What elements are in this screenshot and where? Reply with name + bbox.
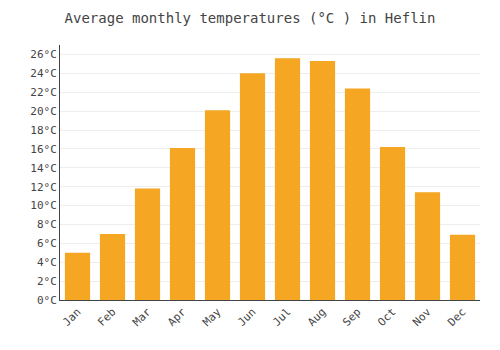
svg-text:Jul: Jul (270, 306, 293, 329)
svg-text:Oct: Oct (375, 306, 398, 329)
svg-text:10°C: 10°C (30, 199, 57, 212)
svg-text:14°C: 14°C (30, 162, 57, 175)
svg-text:26°C: 26°C (30, 48, 57, 61)
svg-text:12°C: 12°C (30, 181, 57, 194)
svg-text:Nov: Nov (410, 305, 434, 329)
svg-text:May: May (200, 305, 224, 329)
svg-text:Average monthly temperatures (: Average monthly temperatures (°C ) in He… (65, 10, 436, 26)
svg-text:Sep: Sep (340, 306, 363, 329)
svg-text:16°C: 16°C (30, 143, 57, 156)
svg-text:22°C: 22°C (30, 86, 57, 99)
svg-text:Aug: Aug (305, 306, 328, 329)
svg-text:18°C: 18°C (30, 124, 57, 137)
svg-text:2°C: 2°C (37, 275, 57, 288)
svg-text:6°C: 6°C (37, 237, 57, 250)
svg-text:20°C: 20°C (30, 105, 57, 118)
svg-text:Mar: Mar (130, 305, 154, 329)
svg-text:Feb: Feb (95, 306, 118, 329)
svg-text:24°C: 24°C (30, 67, 57, 80)
svg-text:8°C: 8°C (37, 218, 57, 231)
svg-text:Jun: Jun (235, 306, 258, 329)
svg-text:Apr: Apr (165, 305, 189, 329)
svg-text:0°C: 0°C (37, 294, 57, 307)
svg-text:4°C: 4°C (37, 256, 57, 269)
svg-text:Dec: Dec (445, 306, 468, 329)
svg-text:Jan: Jan (60, 306, 83, 329)
